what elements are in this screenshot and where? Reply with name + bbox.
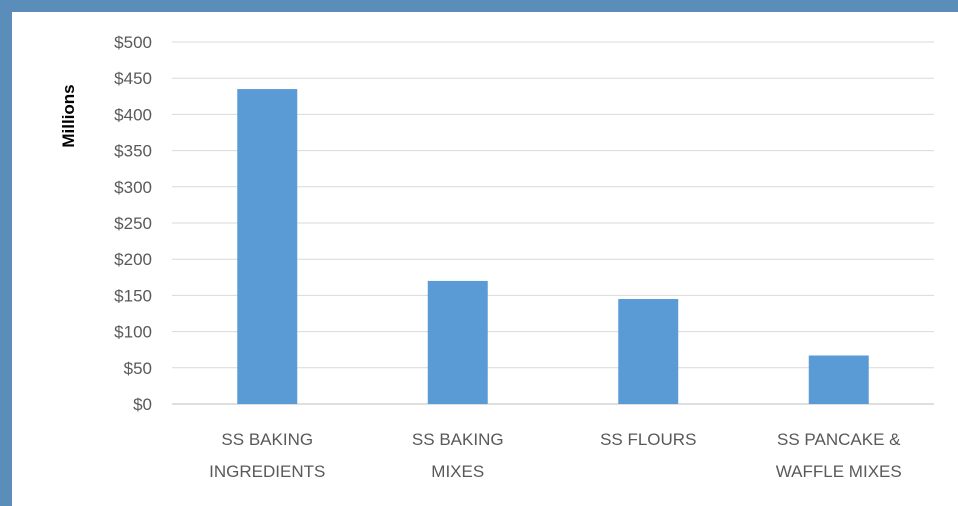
- chart-frame: $0 $50 $100 $150 $200 $250 $300 $350 $400 $450 $50…: [12, 12, 958, 506]
- y-axis-label: Millions: [59, 84, 78, 147]
- y-tick-label: $150: [114, 286, 152, 305]
- gridlines: [172, 41, 934, 405]
- y-tick-label: $350: [114, 142, 152, 161]
- y-tick-label: $300: [114, 178, 152, 197]
- y-tick-label: $100: [114, 323, 152, 342]
- bar: [808, 355, 869, 404]
- x-tick-label: SS BAKING INGREDIENTS: [209, 430, 325, 481]
- y-tick-label: $500: [114, 33, 152, 52]
- y-tick-label: $450: [114, 69, 152, 88]
- x-tick-label: SS FLOURS: [600, 430, 696, 449]
- x-tick-label: SS PANCAKE & WAFFLE MIXES: [776, 430, 902, 481]
- y-tick-label: $50: [124, 359, 152, 378]
- bar: [618, 299, 679, 404]
- bars: [237, 89, 869, 404]
- bar-chart: $0 $50 $100 $150 $200 $250 $300 $350 $400 $450 $50…: [59, 33, 934, 481]
- y-tick-label: $400: [114, 105, 152, 124]
- y-tick-labels: $0 $50 $100 $150 $200 $250 $300 $350 $400 $450 $50…: [114, 33, 152, 414]
- x-tick-labels: SS BAKING INGREDIENTS SS BAKING MIXES SS FLO…: [209, 430, 902, 481]
- y-tick-label: $0: [133, 395, 152, 414]
- y-tick-label: $250: [114, 214, 152, 233]
- x-tick-label: SS BAKING MIXES: [412, 430, 504, 481]
- bar: [237, 89, 298, 404]
- bar: [427, 280, 488, 404]
- y-tick-label: $200: [114, 250, 152, 269]
